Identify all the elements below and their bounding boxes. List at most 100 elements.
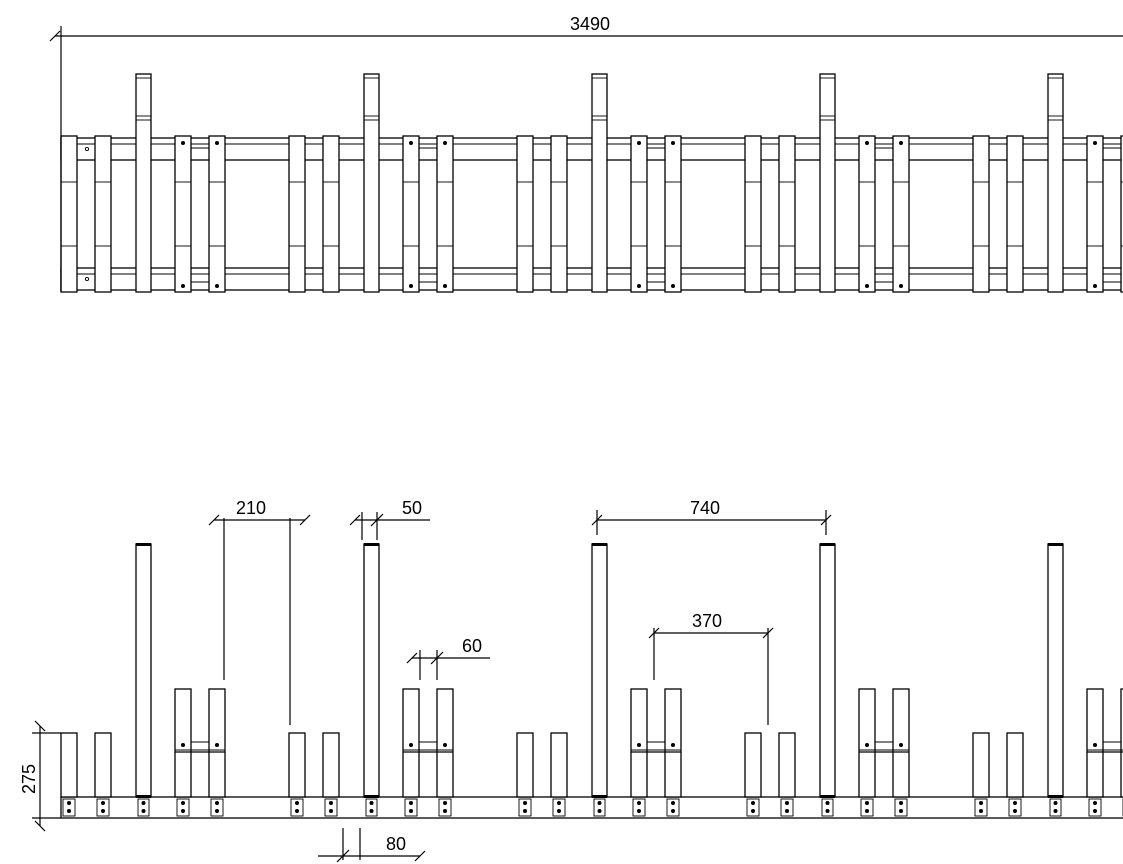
bolt [979, 801, 983, 805]
bolt [1013, 801, 1017, 805]
front-short-bar [288, 732, 306, 798]
bolt [215, 141, 219, 145]
bolt [369, 801, 374, 805]
bolt [557, 809, 561, 813]
bolt [1053, 801, 1058, 805]
bolt [865, 141, 869, 145]
post-spacing-label: 740 [690, 498, 720, 518]
overall-length-label: 3490 [570, 14, 610, 34]
front-short-bar [744, 732, 762, 798]
bolt [215, 801, 219, 805]
bolt [181, 743, 185, 747]
bolt [825, 801, 830, 805]
bolt [295, 801, 299, 805]
bolt [865, 743, 869, 747]
top-bar [778, 135, 796, 293]
bolt [671, 801, 675, 805]
foot-width-dimension: 80 [318, 828, 426, 863]
front-view: 210 50 740 60 [19, 498, 1123, 863]
front-short-bar [516, 732, 534, 798]
front-h-bar [1120, 688, 1123, 798]
top-bar [892, 135, 910, 293]
bolt [215, 743, 219, 747]
slot-pitch-dimension: 370 [648, 611, 774, 725]
bolt [865, 809, 869, 813]
short-bar-height-dimension: 275 [19, 720, 61, 832]
bolt [101, 809, 105, 813]
bolt [409, 809, 413, 813]
top-bar [630, 135, 648, 293]
bolt [637, 284, 641, 288]
bolt [1053, 809, 1058, 813]
bolt [215, 809, 219, 813]
bolt [101, 801, 105, 805]
bolt [1093, 284, 1097, 288]
bolt [671, 743, 675, 747]
bolt [1093, 801, 1097, 805]
front-post [1047, 543, 1064, 798]
front-short-bar [778, 732, 796, 798]
bolt [597, 809, 602, 813]
bolt [899, 284, 903, 288]
bolt [865, 284, 869, 288]
bolt [409, 141, 413, 145]
bar-width-label: 60 [462, 636, 482, 656]
front-short-bar [972, 732, 990, 798]
pair-gap-dimension: 210 [208, 498, 311, 725]
short-bar-height-label: 275 [19, 764, 39, 794]
top-bar [858, 135, 876, 293]
bolt [409, 801, 413, 805]
top-bar [1120, 135, 1123, 293]
bar-width-dimension: 60 [406, 636, 490, 680]
top-bar [208, 135, 226, 293]
bolt [637, 743, 641, 747]
bolt [523, 809, 527, 813]
front-short-bar [550, 732, 568, 798]
top-bar [60, 135, 78, 293]
bolt [637, 801, 641, 805]
bolt [443, 809, 447, 813]
bolt [597, 801, 602, 805]
bolt [443, 284, 447, 288]
top-post [591, 73, 608, 293]
top-bar [322, 135, 340, 293]
front-view-base-rail [60, 796, 1123, 819]
bolt [785, 809, 789, 813]
bolt [1093, 141, 1097, 145]
bolt [751, 801, 755, 805]
front-post [135, 543, 152, 798]
top-bar [1006, 135, 1024, 293]
bolt [671, 141, 675, 145]
end-hole [84, 146, 90, 152]
front-view-members [60, 543, 1123, 817]
bolt [1093, 809, 1097, 813]
bolt [141, 801, 146, 805]
bolt [181, 284, 185, 288]
bolt [329, 801, 333, 805]
bolt [899, 141, 903, 145]
bolt [785, 801, 789, 805]
bolt [671, 809, 675, 813]
bolt [443, 801, 447, 805]
top-bar [402, 135, 420, 293]
post-width-dimension: 50 [349, 498, 430, 540]
bolt [899, 801, 903, 805]
bolt [141, 809, 146, 813]
top-bar [174, 135, 192, 293]
bolt [67, 801, 71, 805]
pair-gap-label: 210 [236, 498, 266, 518]
bolt [181, 801, 185, 805]
top-bar [664, 135, 682, 293]
top-bar [436, 135, 454, 293]
bolt [181, 809, 185, 813]
front-short-bar [94, 732, 112, 798]
bolt [329, 809, 333, 813]
front-post [591, 543, 608, 798]
bolt [557, 801, 561, 805]
front-short-bar [322, 732, 340, 798]
bolt [751, 809, 755, 813]
overall-length-dimension: 3490 [49, 14, 1123, 292]
bolt [865, 801, 869, 805]
bolt [1093, 743, 1097, 747]
bolt [825, 809, 830, 813]
